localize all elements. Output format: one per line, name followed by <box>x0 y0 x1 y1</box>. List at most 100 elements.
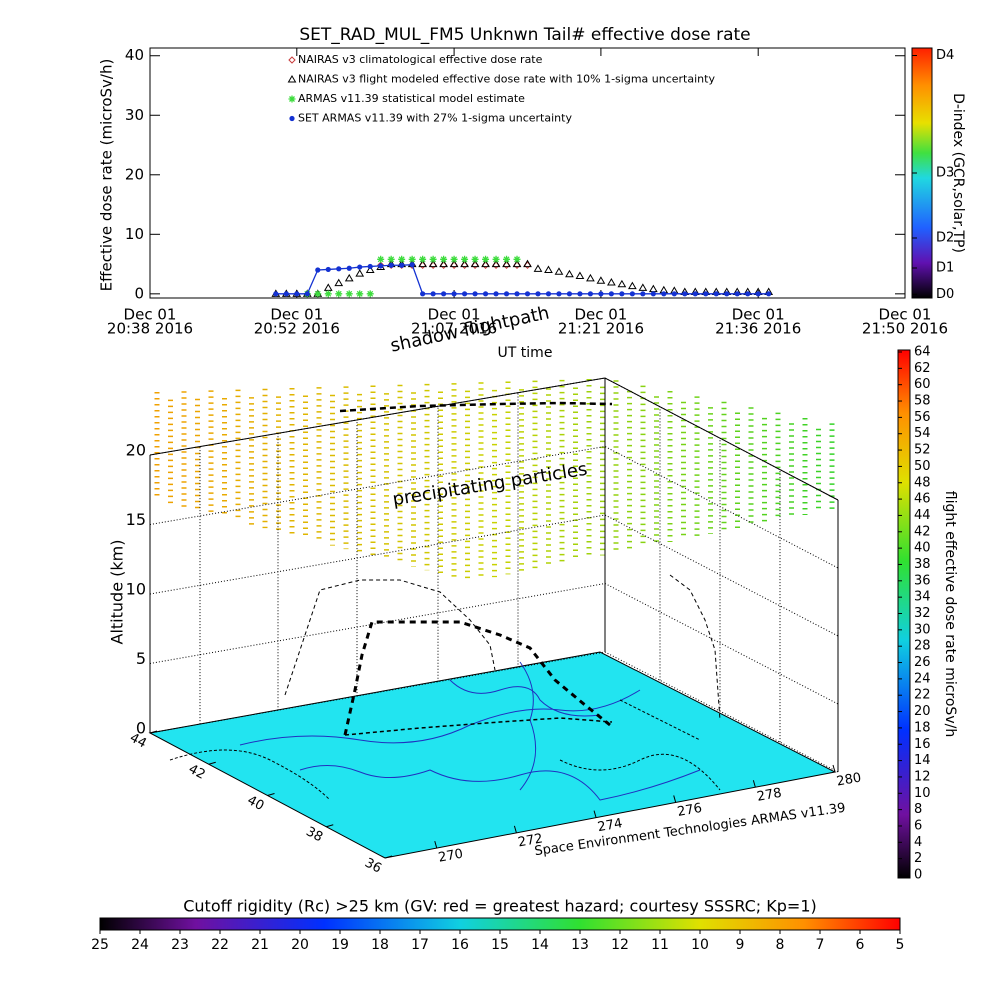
colorbar-tick-label: 22 <box>914 688 931 703</box>
y-axis-title: Effective dose rate (microSv/h) <box>98 59 116 292</box>
colorbar-tick-label: 54 <box>914 426 931 441</box>
z-tick-label: 20 <box>126 441 146 460</box>
colorbar-tick-label: 34 <box>914 590 931 605</box>
point <box>619 291 625 297</box>
x-tick-label: 280 <box>835 770 862 789</box>
point <box>503 291 510 297</box>
point <box>734 291 740 297</box>
point <box>430 291 436 297</box>
legend-symbol <box>287 75 297 83</box>
colorbar-tick-label: 18 <box>914 720 931 735</box>
colorbar-tick-label: 8 <box>914 802 922 817</box>
y-tick <box>326 824 334 828</box>
y-tick-label: 40 <box>125 46 144 64</box>
z-tick-label: 10 <box>126 580 146 599</box>
point <box>523 259 532 268</box>
colorbar-tick-label: 22 <box>211 937 229 953</box>
colorbar-tick-label: 13 <box>571 937 589 953</box>
colorbar-tick-label: 16 <box>451 937 469 953</box>
point <box>336 266 342 272</box>
point <box>617 279 627 288</box>
x-tick-label: 276 <box>676 801 703 820</box>
point <box>294 291 300 297</box>
colorbar-tick-label: 6 <box>856 937 865 953</box>
colorbar-tick-label: 24 <box>914 671 931 686</box>
point <box>283 291 289 297</box>
point <box>513 255 521 263</box>
point <box>565 269 574 278</box>
point <box>398 255 406 263</box>
point <box>713 291 719 297</box>
scene-3d: 0 5 10 15 20 44 42 40 38 36 270 272 274 276 278 280 <box>126 377 863 877</box>
point <box>524 291 531 297</box>
point <box>755 291 761 297</box>
point <box>471 255 479 263</box>
y-tick-label: 38 <box>303 824 325 845</box>
colorbar-tick-label: 10 <box>914 786 931 801</box>
y-tick <box>149 730 158 734</box>
x-tick-label: 21:21 2016 <box>558 320 644 338</box>
point <box>461 291 468 297</box>
colorbar-tick-label: 7 <box>816 937 825 953</box>
colorbar-tick-label: 2 <box>914 851 922 866</box>
x-tick-label: 21:07 2016 <box>411 320 497 338</box>
colorbar-title: flight effective dose rate microSv/h <box>942 491 958 737</box>
legend-label: NAIRAS v3 flight modeled effective dose … <box>298 73 715 86</box>
colorbar-tick-label: 50 <box>914 459 931 474</box>
point <box>492 255 500 263</box>
point <box>460 259 469 268</box>
point <box>481 259 490 268</box>
colorbar-tick-label: 14 <box>531 937 549 953</box>
colorbar-tick-label: 8 <box>776 937 785 953</box>
point <box>554 267 564 275</box>
legend-symbol <box>288 95 296 103</box>
state-line <box>169 699 721 801</box>
point <box>399 262 405 268</box>
point <box>502 259 511 268</box>
point <box>766 291 772 297</box>
grid-line <box>149 582 839 705</box>
colorbar-tick-label: D0 <box>936 287 954 302</box>
grid-line <box>149 377 839 501</box>
colorbar-tick-label: 30 <box>914 622 931 637</box>
point <box>482 255 490 263</box>
point <box>440 255 448 263</box>
legend-label: ARMAS v11.39 statistical model estimate <box>298 92 525 105</box>
colorbar-tick-label: 15 <box>491 937 509 953</box>
z-tick-label: 5 <box>136 649 146 668</box>
colorbar-tick-label: 18 <box>371 937 389 953</box>
x-tick-label: Dec 01 <box>270 306 323 324</box>
y-tick-label: 10 <box>125 225 144 243</box>
x-tick-label: Dec 01 <box>879 306 932 324</box>
colorbar-tick-label: 10 <box>691 937 709 953</box>
x-tick-label: Dec 01 <box>124 306 177 324</box>
x-tick-label: 272 <box>517 831 544 850</box>
point <box>461 255 469 263</box>
x-tick <box>434 840 438 849</box>
x-tick-label: 21:50 2016 <box>862 320 948 338</box>
point <box>346 265 352 271</box>
point <box>627 281 637 290</box>
point <box>387 255 395 263</box>
point <box>596 276 606 284</box>
point <box>533 264 543 272</box>
colorbar-tick-label: 48 <box>914 475 931 490</box>
colorbar-tick-label: 11 <box>651 937 669 953</box>
x-tick-label: 20:38 2016 <box>107 320 193 338</box>
y-tick <box>208 761 216 765</box>
point <box>661 291 667 297</box>
z-tick-label: 0 <box>136 719 146 738</box>
y-tick-label: 36 <box>362 855 384 876</box>
point <box>629 291 635 297</box>
colorbar-tick-label: 28 <box>914 639 931 654</box>
point <box>314 290 322 298</box>
point <box>745 291 751 297</box>
point <box>451 291 457 297</box>
point <box>345 290 353 298</box>
y-tick-label: 30 <box>125 106 144 124</box>
point <box>587 291 594 297</box>
point <box>640 291 646 297</box>
point <box>304 291 310 297</box>
